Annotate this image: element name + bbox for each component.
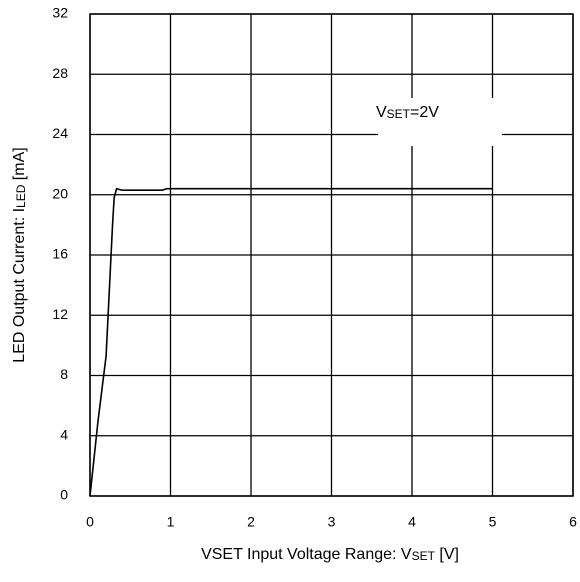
x-axis-title: VSET Input Voltage Range: VSET [V] — [201, 546, 459, 563]
y-axis-title-part: [mA] — [11, 147, 28, 184]
line — [89, 187, 493, 497]
y-axis-title: LED Output Current: ILED [mA] — [11, 147, 28, 362]
x-tick-label: 1 — [167, 514, 175, 530]
annotation: VSET=2V — [376, 104, 439, 121]
annotation-part: V — [376, 104, 387, 121]
y-tick-label: 32 — [52, 5, 68, 21]
x-tick-label: 5 — [489, 514, 497, 530]
x-axis-title-part: [V] — [435, 546, 459, 563]
x-tick-label: 0 — [86, 514, 94, 530]
y-tick-label: 0 — [60, 487, 68, 503]
plot-frame — [89, 13, 574, 497]
y-tick-label: 20 — [52, 185, 68, 201]
x-axis-title-part: VSET Input Voltage Range: V — [201, 546, 412, 563]
x-tick-label: 4 — [408, 514, 416, 530]
y-tick-label: 16 — [52, 246, 68, 262]
annotation-box — [378, 98, 502, 146]
y-tick-label: 24 — [52, 125, 68, 141]
y-axis-title-sub: LED — [14, 184, 28, 208]
annotation-part: =2V — [410, 104, 439, 121]
y-tick-label: 28 — [52, 65, 68, 81]
x-tick-label: 2 — [247, 514, 255, 530]
annotation-sub: SET — [387, 107, 411, 121]
y-tick-label: 12 — [52, 306, 68, 322]
y-tick-label: 8 — [60, 366, 68, 382]
y-axis-title-part: LED Output Current: I — [11, 208, 28, 363]
x-tick-label: 3 — [328, 514, 336, 530]
x-tick-label: 6 — [569, 514, 577, 530]
x-axis-title-sub: SET — [412, 549, 436, 563]
y-tick-label: 4 — [60, 426, 68, 442]
